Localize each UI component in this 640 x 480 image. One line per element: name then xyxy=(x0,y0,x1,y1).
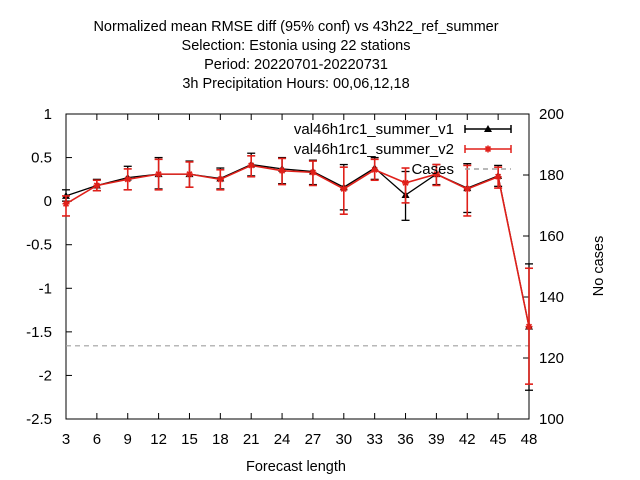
y2-tick-label: 180 xyxy=(539,167,564,184)
title-line-2: Period: 20220701-20220731 xyxy=(204,57,388,73)
y-tick-label: -2.5 xyxy=(26,411,52,428)
y-tick-label: 1 xyxy=(44,106,52,123)
x-tick-label: 18 xyxy=(212,431,229,448)
x-tick-label: 36 xyxy=(397,431,414,448)
x-tick-label: 12 xyxy=(150,431,167,448)
data-point xyxy=(494,173,502,181)
data-point xyxy=(185,170,193,178)
data-point xyxy=(340,185,348,193)
legend-marker xyxy=(484,125,492,132)
data-point xyxy=(278,167,286,175)
y-tick-label: -2 xyxy=(39,367,52,384)
x-tick-label: 27 xyxy=(305,431,322,448)
y-tick-label: 0.5 xyxy=(31,150,52,167)
data-point xyxy=(93,181,101,189)
x-tick-label: 42 xyxy=(459,431,476,448)
x-tick-label: 33 xyxy=(366,431,383,448)
data-point xyxy=(62,200,70,208)
data-point xyxy=(309,168,317,176)
data-point xyxy=(432,170,440,178)
data-point xyxy=(525,323,533,331)
data-point xyxy=(247,161,255,169)
x-tick-label: 24 xyxy=(274,431,291,448)
x-tick-label: 15 xyxy=(181,431,198,448)
data-point xyxy=(463,185,471,193)
data-series xyxy=(62,152,533,391)
chart-title: Normalized mean RMSE diff (95% conf) vs … xyxy=(93,19,498,92)
x-tick-label: 3 xyxy=(62,431,70,448)
axis-ticks: 3 6 9 12 15 18 21 24 27 30 33 36 39 42 45 48-2.5-2-1.5-… xyxy=(26,106,564,448)
series-line xyxy=(65,163,530,327)
legend-label: val46h1rc1_summer_v2 xyxy=(294,141,454,158)
y-tick-label: -1 xyxy=(39,280,52,297)
data-point xyxy=(216,175,224,183)
data-point xyxy=(371,166,379,174)
y2-tick-label: 160 xyxy=(539,228,564,245)
legend-label: Cases xyxy=(411,161,454,178)
legend: val46h1rc1_summer_v1 val46h1rc1_summer_v2… xyxy=(294,121,512,178)
plot-frame xyxy=(65,113,530,420)
series-2 xyxy=(62,155,533,385)
title-line-0: Normalized mean RMSE diff (95% conf) vs … xyxy=(93,19,498,35)
y2-tick-label: 140 xyxy=(539,289,564,306)
y2-tick-label: 200 xyxy=(539,106,564,123)
y2-tick-label: 120 xyxy=(539,350,564,367)
x-tick-label: 6 xyxy=(93,431,101,448)
title-line-3: 3h Precipitation Hours: 00,06,12,18 xyxy=(182,76,409,92)
y2-tick-label: 100 xyxy=(539,411,564,428)
x-axis-label: Forecast length xyxy=(246,459,346,475)
x-tick-label: 39 xyxy=(428,431,445,448)
y2-axis-label: No cases xyxy=(591,236,607,296)
data-point xyxy=(402,179,410,187)
y-tick-label: 0 xyxy=(44,193,52,210)
series-1 xyxy=(62,152,533,391)
data-point xyxy=(124,175,132,183)
y-tick-label: -0.5 xyxy=(26,237,52,254)
x-tick-label: 21 xyxy=(243,431,260,448)
x-tick-label: 9 xyxy=(124,431,132,448)
x-tick-label: 48 xyxy=(521,431,538,448)
legend-label: val46h1rc1_summer_v1 xyxy=(294,121,454,138)
legend-marker xyxy=(484,145,492,153)
series-line xyxy=(65,164,530,327)
data-point xyxy=(155,170,163,178)
title-line-1: Selection: Estonia using 22 stations xyxy=(182,38,411,54)
y-tick-label: -1.5 xyxy=(26,324,52,341)
x-tick-label: 30 xyxy=(335,431,352,448)
x-tick-label: 45 xyxy=(490,431,507,448)
